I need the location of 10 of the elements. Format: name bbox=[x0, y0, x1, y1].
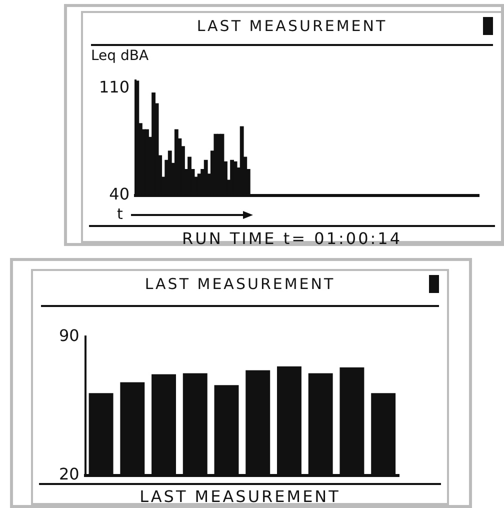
y-tick-label: 40 bbox=[109, 184, 130, 204]
chart-title: LAST MEASUREMENT bbox=[196, 17, 388, 35]
y-tick-label: 110 bbox=[98, 77, 130, 96]
text: RUN TIME t= 01:00:14 bbox=[181, 229, 403, 248]
y-axis-title: Leq dBA bbox=[91, 48, 149, 64]
y-tick-label: 20 bbox=[59, 464, 80, 484]
x-axis-title: t bbox=[117, 205, 123, 223]
text: LAST MEASUREMENT bbox=[138, 487, 342, 506]
y-tick-label: 90 bbox=[59, 326, 80, 345]
chart-title: LAST MEASUREMENT bbox=[144, 275, 336, 293]
